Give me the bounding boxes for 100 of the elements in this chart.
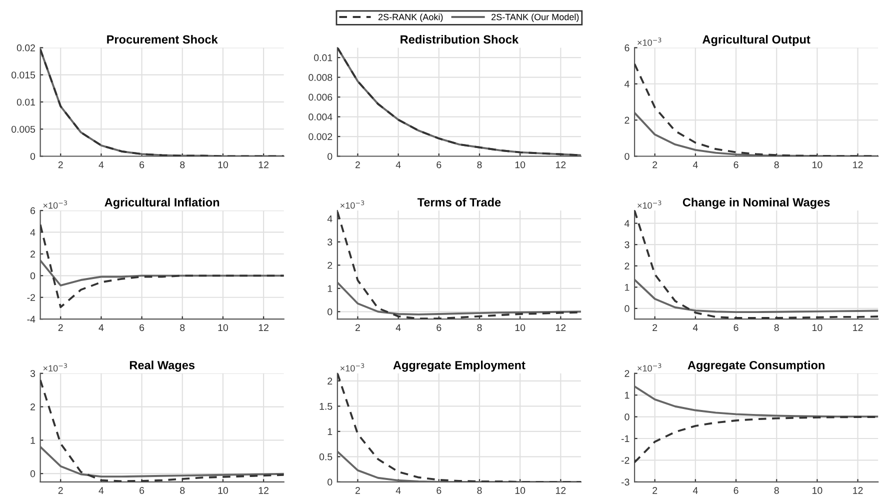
y-tick-label: 2	[30, 404, 35, 410]
x-tick-label: 10	[515, 324, 526, 332]
y-tick-label: 4	[624, 220, 630, 227]
y-tick-label: 0.006	[308, 94, 332, 101]
x-tick-label: 8	[180, 487, 185, 494]
line-series	[634, 385, 878, 418]
y-tick-label: 3	[30, 370, 36, 377]
x-tick-label: 4	[396, 161, 401, 168]
x-tick-label: 10	[812, 487, 822, 494]
x-tick-label: 6	[734, 487, 738, 494]
y-tick-label: 6	[624, 44, 630, 52]
x-tick-label: 4	[98, 161, 104, 168]
y-tick-label: 0.008	[308, 74, 332, 81]
line-series	[337, 282, 581, 316]
y-tick-label: 2	[624, 370, 630, 377]
x-tick-label: 6	[436, 161, 442, 168]
y-tick-label: 2	[328, 378, 332, 384]
line-series	[634, 278, 878, 314]
y-tick-label: 0.02	[16, 44, 35, 52]
y-tick-label: 0.01	[16, 98, 35, 106]
x-tick-label: 2	[58, 324, 63, 331]
y-tick-label: -2	[27, 294, 35, 301]
x-tick-label: 2	[356, 324, 360, 331]
y-tick-label: -1	[621, 435, 630, 442]
x-tick-label: 12	[258, 324, 268, 331]
y-tick-label: 1	[328, 428, 332, 435]
x-tick-label: 12	[853, 324, 863, 331]
y-tick-label: 0.5	[319, 453, 332, 460]
y-tick-label: 0.002	[308, 133, 332, 140]
chart-title: Aggregate Consumption	[688, 360, 824, 372]
y-tick-label: -4	[27, 316, 36, 323]
x-tick-label: 8	[774, 487, 779, 494]
x-tick-label: 8	[477, 324, 482, 332]
y-tick-label: 4	[30, 229, 36, 236]
y-tick-label: 2	[624, 262, 630, 270]
x-tick-label: 6	[734, 324, 738, 332]
y-tick-label: -3	[621, 478, 630, 486]
y-tick-label: 0	[624, 414, 630, 420]
x-tick-label: 8	[774, 324, 779, 332]
x-tick-label: 10	[812, 324, 822, 332]
text: ×10$^{−3}$	[638, 38, 662, 46]
legend-label: 2S-TANK (Our Model)	[492, 14, 579, 22]
x-tick-label: 2	[356, 161, 360, 168]
y-tick-label: 0	[30, 152, 36, 160]
x-tick-label: 4	[396, 487, 401, 494]
chart-title: Redistribution Shock	[400, 34, 519, 44]
x-tick-label: 12	[556, 487, 566, 494]
y-tick-label: 1	[328, 285, 332, 292]
text: ×10$^{−3}$	[340, 200, 364, 209]
chart-title: Change in Nominal Wages	[682, 198, 830, 209]
y-tick-label: 0	[30, 272, 36, 280]
x-tick-label: 6	[140, 161, 144, 168]
x-tick-label: 2	[652, 324, 658, 331]
y-tick-label: 2	[328, 262, 332, 269]
x-tick-label: 4	[98, 487, 104, 494]
y-tick-label: 0	[328, 152, 332, 160]
y-tick-label: 0	[30, 470, 36, 478]
x-tick-label: 10	[218, 324, 228, 332]
x-tick-label: 4	[98, 324, 104, 331]
x-tick-label: 2	[652, 487, 658, 494]
line-series	[40, 446, 284, 478]
chart-title: Procurement Shock	[107, 34, 218, 44]
y-tick-label: 1	[625, 392, 630, 399]
chart-title: Real Wages	[130, 360, 195, 372]
line-series	[337, 48, 581, 156]
x-tick-label: 6	[436, 324, 442, 332]
y-tick-label: 3	[624, 241, 630, 248]
y-tick-label: 3	[328, 238, 332, 246]
text: ×10$^{−3}$	[43, 363, 67, 372]
x-tick-label: 12	[258, 161, 268, 168]
y-tick-label: 2	[624, 116, 630, 124]
x-tick-label: 6	[140, 324, 144, 332]
x-tick-label: 12	[556, 161, 566, 168]
x-tick-label: 4	[396, 324, 401, 331]
y-tick-label: 1.5	[320, 403, 332, 410]
chart-title: Aggregate Employment	[393, 360, 526, 372]
text: ×10$^{−3}$	[638, 200, 662, 209]
x-tick-label: 10	[812, 161, 822, 168]
legend-label: 2S-RANK (Aoki)	[378, 14, 443, 22]
x-tick-label: 6	[734, 161, 738, 168]
x-tick-label: 4	[692, 487, 698, 494]
x-tick-label: 10	[218, 161, 228, 168]
x-tick-label: 4	[692, 324, 698, 331]
chart-title: Agricultural Inflation	[104, 198, 220, 209]
x-tick-label: 10	[515, 161, 526, 168]
x-tick-label: 2	[652, 161, 658, 168]
y-tick-label: 0	[328, 478, 332, 486]
x-tick-label: 12	[556, 324, 566, 331]
y-tick-label: -2	[621, 456, 630, 464]
y-tick-label: 6	[30, 207, 36, 214]
y-tick-label: 2	[30, 250, 35, 258]
text: ×10$^{−3}$	[340, 363, 364, 372]
y-tick-label: 4	[624, 80, 630, 88]
y-tick-label: 4	[327, 215, 332, 222]
y-tick-label: 0.005	[12, 126, 36, 133]
x-tick-label: 8	[477, 487, 482, 494]
y-tick-label: 0	[624, 152, 630, 160]
x-tick-label: 2	[356, 487, 360, 494]
line-series	[40, 224, 284, 308]
y-tick-label: 1	[625, 284, 630, 291]
